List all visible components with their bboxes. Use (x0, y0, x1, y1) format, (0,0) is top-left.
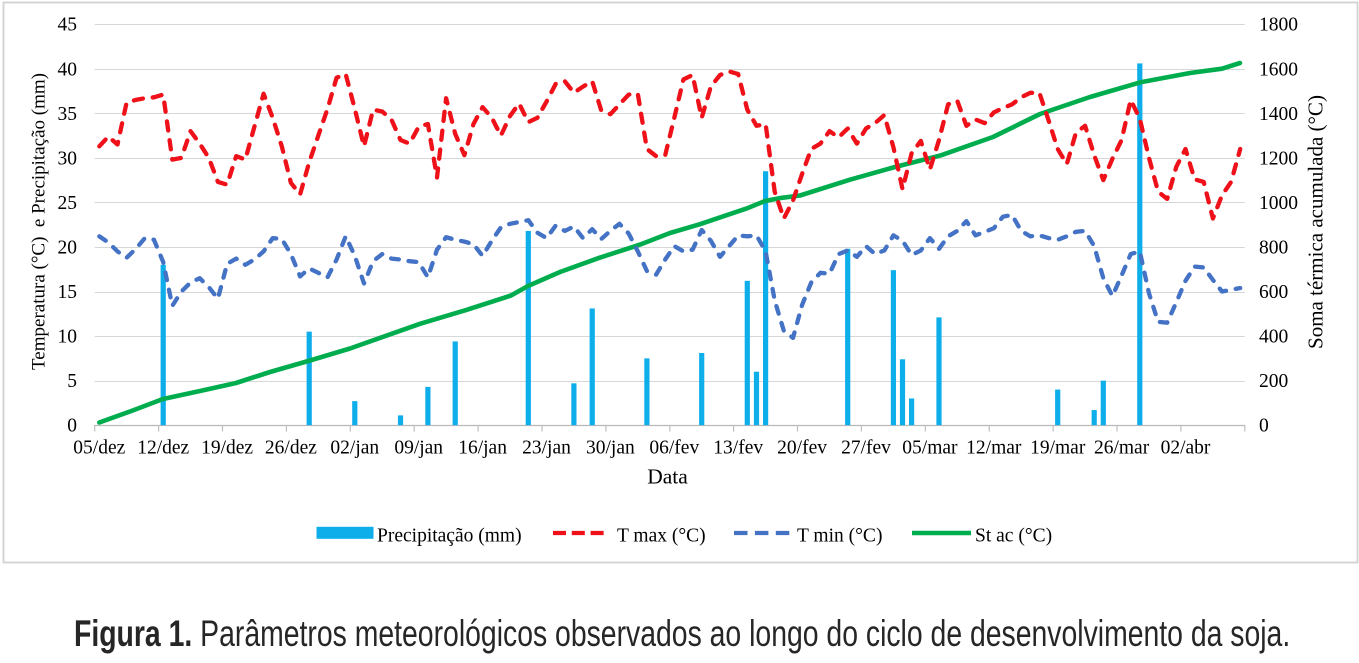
svg-text:30: 30 (58, 148, 78, 169)
svg-text:25: 25 (58, 193, 78, 214)
svg-text:19/mar: 19/mar (1030, 438, 1086, 459)
svg-text:Temperatura (°C) e Precipitaç: Temperatura (°C) e Precipitação (mm) (29, 73, 50, 370)
svg-text:800: 800 (1259, 238, 1288, 259)
svg-text:26/dez: 26/dez (265, 438, 317, 459)
svg-text:06/fev: 06/fev (649, 438, 699, 459)
svg-text:1000: 1000 (1259, 193, 1298, 214)
svg-text:12/dez: 12/dez (137, 438, 189, 459)
svg-text:10: 10 (58, 327, 78, 348)
svg-text:0: 0 (1259, 416, 1269, 437)
svg-text:Soma térmica acumulada (°C): Soma térmica acumulada (°C) (1304, 95, 1328, 349)
svg-text:15: 15 (58, 282, 78, 303)
svg-text:02/jan: 02/jan (330, 438, 379, 459)
svg-text:200: 200 (1259, 371, 1288, 392)
svg-text:St ac (°C): St ac (°C) (975, 526, 1052, 547)
svg-text:600: 600 (1259, 282, 1288, 303)
svg-text:T min (°C): T min (°C) (797, 526, 882, 547)
svg-text:1800: 1800 (1259, 15, 1298, 36)
svg-text:1600: 1600 (1259, 59, 1298, 80)
svg-text:19/dez: 19/dez (201, 438, 253, 459)
svg-text:05/mar: 05/mar (902, 438, 958, 459)
svg-text:Precipitação (mm): Precipitação (mm) (377, 526, 522, 547)
svg-text:0: 0 (67, 416, 77, 437)
svg-text:5: 5 (67, 371, 77, 392)
svg-text:Data: Data (647, 465, 688, 489)
svg-text:20/fev: 20/fev (777, 438, 827, 459)
svg-text:27/fev: 27/fev (841, 438, 891, 459)
svg-text:02/abr: 02/abr (1161, 438, 1211, 459)
svg-text:05/dez: 05/dez (73, 438, 125, 459)
svg-text:23/jan: 23/jan (522, 438, 571, 459)
svg-text:09/jan: 09/jan (394, 438, 443, 459)
svg-text:40: 40 (58, 59, 78, 80)
svg-text:T max (°C): T max (°C) (617, 526, 706, 547)
svg-text:16/jan: 16/jan (458, 438, 507, 459)
svg-text:400: 400 (1259, 327, 1288, 348)
svg-text:45: 45 (58, 15, 78, 36)
svg-text:1400: 1400 (1259, 104, 1298, 125)
svg-text:1200: 1200 (1259, 148, 1298, 169)
svg-text:13/fev: 13/fev (713, 438, 763, 459)
svg-text:35: 35 (58, 104, 78, 125)
svg-text:26/mar: 26/mar (1094, 438, 1150, 459)
svg-text:12/mar: 12/mar (966, 438, 1022, 459)
svg-text:20: 20 (58, 238, 78, 259)
svg-text:30/jan: 30/jan (586, 438, 635, 459)
